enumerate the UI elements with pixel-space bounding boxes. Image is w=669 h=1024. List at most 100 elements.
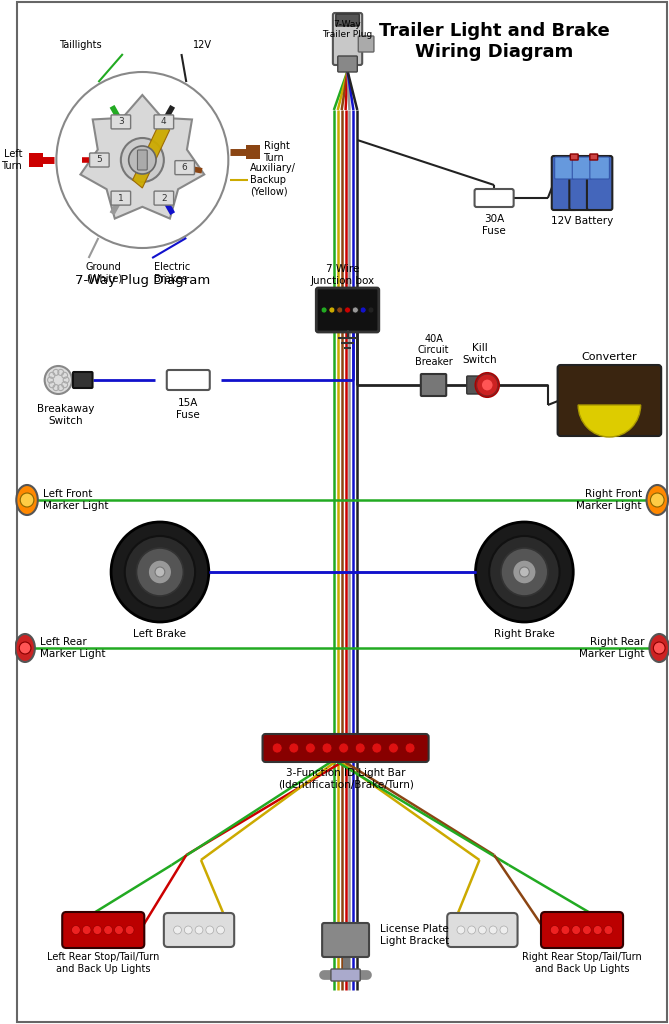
Circle shape bbox=[19, 642, 31, 654]
Text: Taillights: Taillights bbox=[59, 40, 101, 50]
Text: 12V: 12V bbox=[193, 40, 212, 50]
Circle shape bbox=[353, 307, 359, 313]
Text: Ground
(White): Ground (White) bbox=[86, 262, 122, 284]
Text: Right
Turn: Right Turn bbox=[264, 141, 290, 163]
Ellipse shape bbox=[16, 485, 37, 515]
Text: 12V Battery: 12V Battery bbox=[551, 216, 613, 226]
Polygon shape bbox=[132, 122, 170, 188]
Circle shape bbox=[174, 926, 181, 934]
FancyBboxPatch shape bbox=[590, 157, 609, 179]
Text: License Plate
Light Bracket: License Plate Light Bracket bbox=[380, 925, 449, 946]
Circle shape bbox=[206, 926, 213, 934]
FancyBboxPatch shape bbox=[447, 913, 518, 947]
FancyBboxPatch shape bbox=[590, 154, 597, 160]
FancyBboxPatch shape bbox=[111, 115, 130, 129]
Polygon shape bbox=[80, 95, 204, 218]
Circle shape bbox=[476, 373, 499, 397]
Circle shape bbox=[337, 307, 343, 313]
Text: 7-Way
Trailer Plug: 7-Way Trailer Plug bbox=[322, 20, 373, 39]
FancyBboxPatch shape bbox=[154, 191, 174, 205]
Circle shape bbox=[329, 307, 334, 313]
FancyBboxPatch shape bbox=[552, 156, 577, 210]
FancyBboxPatch shape bbox=[154, 115, 174, 129]
Circle shape bbox=[583, 926, 591, 935]
Circle shape bbox=[104, 926, 112, 935]
Text: Auxiliary/
Backup
(Yellow): Auxiliary/ Backup (Yellow) bbox=[250, 164, 296, 197]
FancyBboxPatch shape bbox=[572, 157, 592, 179]
Circle shape bbox=[368, 307, 374, 313]
FancyBboxPatch shape bbox=[359, 36, 374, 52]
Circle shape bbox=[20, 493, 34, 507]
FancyBboxPatch shape bbox=[62, 912, 145, 948]
Circle shape bbox=[114, 926, 123, 935]
Circle shape bbox=[457, 926, 465, 934]
Text: Electric
Brakes: Electric Brakes bbox=[154, 262, 190, 284]
Text: Kill
Switch: Kill Switch bbox=[462, 343, 497, 365]
Text: Right Rear
Marker Light: Right Rear Marker Light bbox=[579, 637, 644, 658]
FancyBboxPatch shape bbox=[569, 156, 595, 210]
Circle shape bbox=[136, 548, 183, 596]
Text: 5: 5 bbox=[96, 156, 102, 165]
Circle shape bbox=[306, 743, 315, 753]
Circle shape bbox=[593, 926, 602, 935]
FancyBboxPatch shape bbox=[587, 156, 612, 210]
Circle shape bbox=[289, 743, 298, 753]
FancyBboxPatch shape bbox=[331, 969, 360, 981]
Circle shape bbox=[339, 743, 349, 753]
FancyBboxPatch shape bbox=[111, 191, 130, 205]
Text: Left
Turn: Left Turn bbox=[1, 150, 22, 171]
Circle shape bbox=[121, 138, 164, 182]
FancyBboxPatch shape bbox=[555, 157, 574, 179]
FancyBboxPatch shape bbox=[175, 161, 195, 175]
FancyBboxPatch shape bbox=[557, 365, 661, 436]
Circle shape bbox=[501, 548, 548, 596]
FancyBboxPatch shape bbox=[164, 913, 234, 947]
Circle shape bbox=[322, 743, 332, 753]
FancyBboxPatch shape bbox=[29, 153, 43, 167]
Text: 3: 3 bbox=[118, 118, 124, 126]
Circle shape bbox=[561, 926, 570, 935]
Text: Left Rear
Marker Light: Left Rear Marker Light bbox=[39, 637, 105, 658]
Text: Converter: Converter bbox=[581, 352, 637, 362]
Text: 7-Way Plug Diagram: 7-Way Plug Diagram bbox=[75, 274, 210, 287]
Ellipse shape bbox=[646, 485, 668, 515]
Text: Right Brake: Right Brake bbox=[494, 629, 555, 639]
Text: 6: 6 bbox=[182, 163, 187, 172]
Circle shape bbox=[405, 743, 415, 753]
Circle shape bbox=[654, 642, 665, 654]
FancyBboxPatch shape bbox=[90, 153, 109, 167]
Text: Trailer Light and Brake
Wiring Diagram: Trailer Light and Brake Wiring Diagram bbox=[379, 22, 609, 60]
Circle shape bbox=[82, 926, 91, 935]
Circle shape bbox=[155, 567, 165, 577]
Circle shape bbox=[149, 560, 172, 584]
Circle shape bbox=[604, 926, 613, 935]
FancyBboxPatch shape bbox=[262, 734, 429, 762]
Circle shape bbox=[321, 307, 327, 313]
Circle shape bbox=[520, 567, 529, 577]
FancyBboxPatch shape bbox=[137, 150, 147, 170]
Circle shape bbox=[489, 536, 559, 608]
Text: 7 Wire
Junction box: 7 Wire Junction box bbox=[310, 264, 375, 286]
FancyBboxPatch shape bbox=[336, 14, 359, 26]
Circle shape bbox=[272, 743, 282, 753]
Circle shape bbox=[468, 926, 476, 934]
FancyBboxPatch shape bbox=[421, 374, 446, 396]
Text: Left Rear Stop/Tail/Turn
and Back Up Lights: Left Rear Stop/Tail/Turn and Back Up Lig… bbox=[47, 952, 159, 974]
Circle shape bbox=[478, 926, 486, 934]
FancyBboxPatch shape bbox=[570, 154, 578, 160]
FancyBboxPatch shape bbox=[322, 923, 369, 957]
Text: Left Front
Marker Light: Left Front Marker Light bbox=[43, 489, 108, 511]
Circle shape bbox=[512, 560, 536, 584]
FancyBboxPatch shape bbox=[73, 372, 92, 388]
Text: 3-Function ID Light Bar
(Identification/Brake/Turn): 3-Function ID Light Bar (Identification/… bbox=[278, 768, 413, 790]
Text: 40A
Circuit
Breaker: 40A Circuit Breaker bbox=[415, 334, 452, 367]
Circle shape bbox=[72, 926, 80, 935]
FancyBboxPatch shape bbox=[167, 370, 210, 390]
Circle shape bbox=[489, 926, 497, 934]
Text: Right Front
Marker Light: Right Front Marker Light bbox=[576, 489, 642, 511]
Text: 4: 4 bbox=[161, 118, 167, 126]
Circle shape bbox=[111, 522, 209, 622]
FancyBboxPatch shape bbox=[338, 56, 357, 72]
Circle shape bbox=[125, 926, 134, 935]
Circle shape bbox=[355, 743, 365, 753]
